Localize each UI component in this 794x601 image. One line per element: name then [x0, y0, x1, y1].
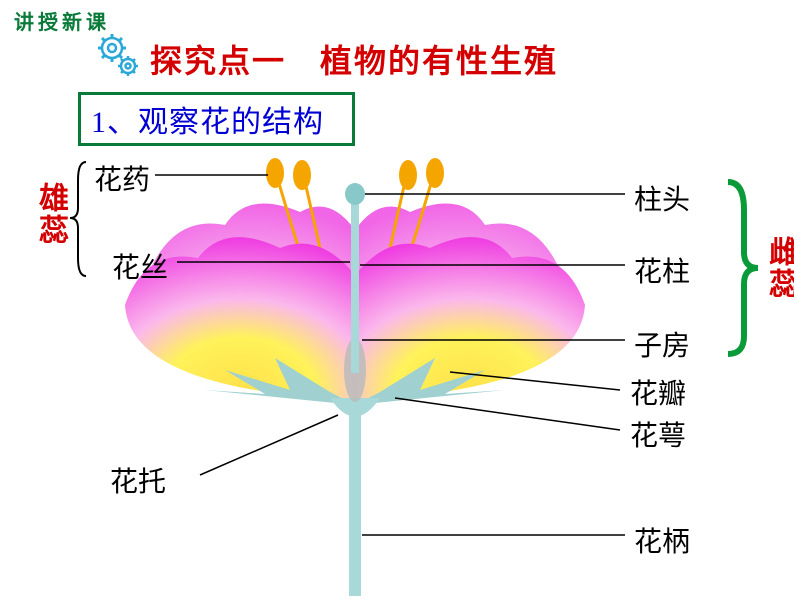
stigma-shape: [345, 183, 365, 205]
style-label: 花柱: [634, 250, 690, 290]
sepal-label: 花萼: [630, 414, 686, 454]
anther-label: 花药: [94, 158, 150, 198]
petal-label: 花瓣: [630, 372, 686, 412]
pedicel-label: 花柄: [634, 520, 690, 560]
bracket-stamen: [70, 162, 86, 276]
stamen-group-label: 雄蕊: [28, 182, 72, 246]
stigma-label: 柱头: [634, 178, 690, 218]
bracket-pistil: [728, 182, 758, 354]
pedicel-shape: [349, 400, 361, 596]
style-shape: [351, 198, 359, 373]
receptacle-label: 花托: [110, 460, 166, 500]
gears-icon: [90, 30, 146, 86]
subtitle: 1、观察花的结构: [78, 92, 355, 146]
pistil-group-label: 雌蕊: [758, 236, 794, 300]
main-title: 探究点一 植物的有性生殖: [150, 36, 558, 82]
flower-diagram: 雄蕊 雌蕊 花药 花丝 花托 柱头 花柱 子房 花瓣 花萼 花柄: [0, 140, 794, 596]
filament-label: 花丝: [112, 246, 168, 286]
ovary-label: 子房: [634, 324, 690, 364]
